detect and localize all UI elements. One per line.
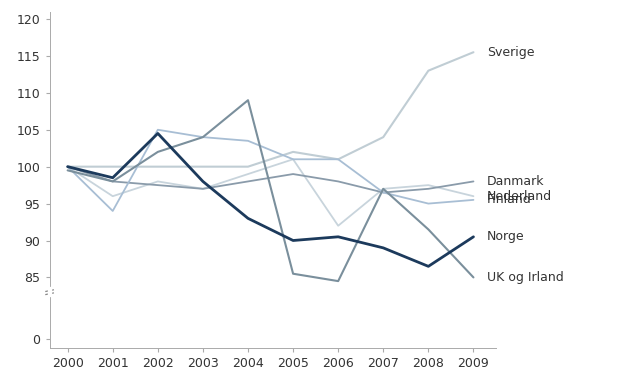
Text: Sverige: Sverige [487,46,534,59]
Text: Norge: Norge [487,230,525,243]
Text: Nederland: Nederland [487,190,552,203]
Text: UK og Irland: UK og Irland [487,271,564,284]
Text: Danmark: Danmark [487,175,544,188]
Text: Finland: Finland [487,194,532,206]
